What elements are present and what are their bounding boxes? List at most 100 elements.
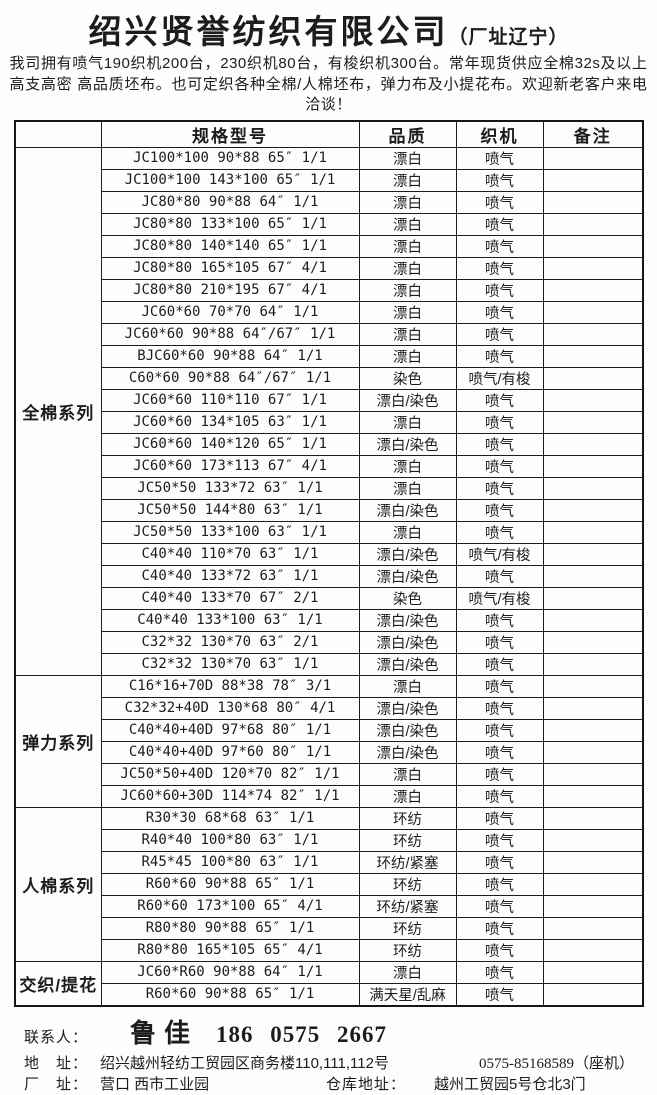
- table-row: JC60*60 110*110 67″ 1/1 漂白/染色 喷气: [15, 388, 644, 412]
- spec-cell: JC50*50+40D 120*70 82″ 1/1: [100, 762, 360, 786]
- table-row: R45*45 100*80 63″ 1/1 环纺/紧塞 喷气: [15, 850, 644, 874]
- address-value: 绍兴越州轻纺工贸园区商务楼110,111,112号: [100, 1054, 389, 1072]
- spec-cell: R60*60 173*100 65″ 4/1: [100, 894, 360, 918]
- spec-cell: C16*16+70D 88*38 78″ 3/1: [100, 674, 360, 698]
- loom-cell: 喷气: [455, 806, 544, 830]
- quality-cell: 满天星/乱麻: [358, 982, 457, 1007]
- spec-cell: R80*80 90*88 65″ 1/1: [100, 916, 360, 940]
- spec-cell: C40*40 133*100 63″ 1/1: [100, 608, 360, 632]
- quality-cell: 环纺: [358, 938, 457, 962]
- loom-cell: 喷气/有梭: [455, 366, 544, 390]
- quality-cell: 环纺: [358, 806, 457, 830]
- loom-cell: 喷气: [455, 322, 544, 346]
- note-cell: [542, 564, 644, 588]
- table-row: C32*32+40D 130*68 80″ 4/1 漂白/染色 喷气: [15, 696, 644, 720]
- quality-cell: 漂白: [358, 784, 457, 808]
- spec-cell: R45*45 100*80 63″ 1/1: [100, 850, 360, 874]
- note-cell: [542, 454, 644, 478]
- note-cell: [542, 300, 644, 324]
- spec-cell: C40*40 110*70 63″ 1/1: [100, 542, 360, 566]
- note-cell: [542, 630, 644, 654]
- series-label-cell: 弹力系列: [14, 674, 102, 808]
- loom-cell: 喷气: [455, 278, 544, 302]
- table-row: C40*40+40D 97*68 80″ 1/1 漂白/染色 喷气: [15, 718, 644, 742]
- loom-cell: 喷气: [455, 256, 544, 280]
- spec-cell: JC50*50 133*100 63″ 1/1: [100, 520, 360, 544]
- quality-cell: 漂白: [358, 146, 457, 170]
- table-row: BJC60*60 90*88 64″ 1/1 漂白 喷气: [15, 344, 644, 368]
- table-row: JC60*60 134*105 63″ 1/1 漂白 喷气: [15, 410, 644, 434]
- factory-value: 营口 西市工业园: [100, 1076, 210, 1094]
- note-cell: [542, 894, 644, 918]
- quality-cell: 漂白/染色: [358, 652, 457, 676]
- spec-cell: JC80*80 133*100 65″ 1/1: [100, 212, 360, 236]
- loom-cell: 喷气: [455, 344, 544, 368]
- quality-cell: 染色: [358, 366, 457, 390]
- quality-cell: 环纺: [358, 872, 457, 896]
- table-row: JC80*80 133*100 65″ 1/1 漂白 喷气: [15, 212, 644, 236]
- spec-cell: C32*32 130*70 63″ 1/1: [100, 652, 360, 676]
- loom-cell: 喷气: [455, 762, 544, 786]
- address-row: 地 址： 绍兴越州轻纺工贸园区商务楼110,111,112号 0575-8516…: [24, 1055, 644, 1074]
- quality-cell: 漂白: [358, 278, 457, 302]
- warehouse-value: 越州工贸园5号仓北3门: [434, 1076, 586, 1094]
- loom-cell: 喷气: [455, 718, 544, 742]
- note-cell: [542, 410, 644, 434]
- loom-cell: 喷气: [455, 828, 544, 852]
- loom-cell: 喷气: [455, 982, 544, 1007]
- quality-cell: 漂白: [358, 476, 457, 500]
- spec-cell: C40*40+40D 97*60 80″ 1/1: [100, 740, 360, 764]
- spec-cell: JC50*50 144*80 63″ 1/1: [100, 498, 360, 522]
- factory-row: 厂 址： 营口 西市工业园 仓库地址： 越州工贸园5号仓北3门: [24, 1076, 644, 1095]
- quality-cell: 漂白: [358, 410, 457, 434]
- spec-cell: C40*40 133*70 67″ 2/1: [100, 586, 360, 610]
- loom-cell: 喷气: [455, 916, 544, 940]
- table-row: R80*80 165*105 65″ 4/1 环纺 喷气: [15, 938, 644, 962]
- quality-cell: 环纺: [358, 828, 457, 852]
- series-label-cell: 全棉系列: [14, 146, 102, 676]
- document-page: 绍兴贤誉纺织有限公司（厂址辽宁） 我司拥有喷气190织机200台，230织机80…: [9, 13, 648, 1093]
- note-cell: [542, 256, 644, 280]
- warehouse-label: 仓库地址：: [325, 1076, 406, 1094]
- quality-cell: 漂白/染色: [358, 564, 457, 588]
- quality-cell: 漂白/染色: [358, 388, 457, 412]
- quality-cell: 漂白: [358, 168, 457, 192]
- quality-cell: 漂白: [358, 322, 457, 346]
- note-cell: [542, 828, 644, 852]
- company-intro: 我司拥有喷气190织机200台，230织机80台，有梭织机300台。常年现货供应…: [9, 55, 648, 114]
- spec-cell: C60*60 90*88 64″/67″ 1/1: [100, 366, 360, 390]
- quality-cell: 漂白/染色: [358, 608, 457, 632]
- spec-cell: JC60*60 134*105 63″ 1/1: [100, 410, 360, 434]
- table-row: R80*80 90*88 65″ 1/1 环纺 喷气: [15, 916, 644, 940]
- note-cell: [542, 146, 644, 170]
- header-spec: 规格型号: [100, 120, 360, 148]
- note-cell: [542, 322, 644, 346]
- loom-cell: 喷气: [455, 234, 544, 258]
- spec-cell: BJC60*60 90*88 64″ 1/1: [100, 344, 360, 368]
- quality-cell: 漂白: [358, 344, 457, 368]
- quality-cell: 漂白: [358, 190, 457, 214]
- note-cell: [542, 586, 644, 610]
- note-cell: [542, 982, 644, 1007]
- spec-cell: JC60*60+30D 114*74 82″ 1/1: [100, 784, 360, 808]
- header-loom: 织机: [455, 120, 544, 148]
- spec-cell: JC60*60 110*110 67″ 1/1: [100, 388, 360, 412]
- note-cell: [542, 542, 644, 566]
- quality-cell: 漂白/染色: [358, 740, 457, 764]
- table-row: C32*32 130*70 63″ 2/1 漂白/染色 喷气: [15, 630, 644, 654]
- loom-cell: 喷气: [455, 784, 544, 808]
- company-name: 绍兴贤誉纺织有限公司: [88, 13, 449, 50]
- table-row: 交织/提花 JC60*R60 90*88 64″ 1/1 漂白 喷气: [14, 960, 644, 1007]
- table-row: C60*60 90*88 64″/67″ 1/1 染色 喷气/有梭: [15, 366, 644, 390]
- note-cell: [542, 366, 644, 390]
- note-cell: [542, 212, 644, 236]
- header-note: 备注: [542, 120, 644, 148]
- quality-cell: 漂白/染色: [358, 432, 457, 456]
- spec-cell: R80*80 165*105 65″ 4/1: [100, 938, 360, 962]
- quality-cell: 环纺: [358, 916, 457, 940]
- table-row: JC50*50 144*80 63″ 1/1 漂白/染色 喷气: [15, 498, 644, 522]
- note-cell: [542, 740, 644, 764]
- header-series: [14, 120, 102, 148]
- table-row: JC80*80 90*88 64″ 1/1 漂白 喷气: [15, 190, 644, 214]
- quality-cell: 染色: [358, 586, 457, 610]
